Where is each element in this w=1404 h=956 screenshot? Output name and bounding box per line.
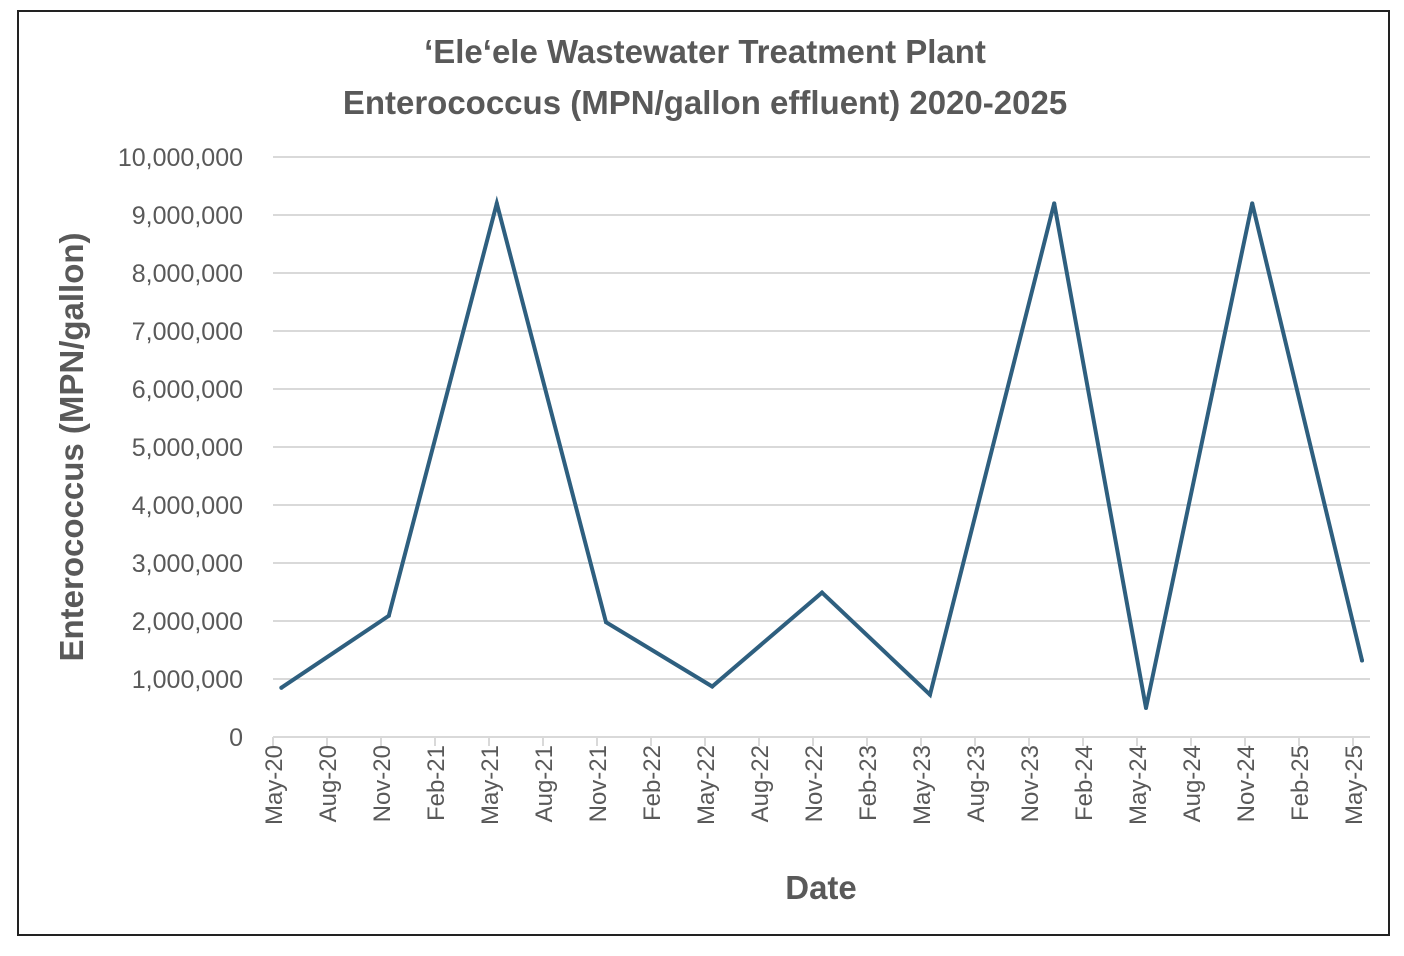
x-tick-label: Nov-21 bbox=[585, 745, 612, 822]
y-tick-label: 4,000,000 bbox=[132, 492, 243, 520]
y-tick-label: 2,000,000 bbox=[132, 608, 243, 636]
x-axis-title: Date bbox=[785, 869, 857, 906]
y-tick-label: 0 bbox=[229, 724, 243, 752]
series-group bbox=[279, 195, 1364, 710]
data-point bbox=[494, 201, 499, 206]
y-tick-label: 3,000,000 bbox=[132, 550, 243, 578]
x-tick-label: Nov-23 bbox=[1017, 745, 1044, 822]
x-tick-label: Nov-24 bbox=[1233, 745, 1260, 822]
data-point bbox=[928, 692, 932, 697]
x-tick-label: May-23 bbox=[909, 745, 936, 825]
y-tick-label: 7,000,000 bbox=[132, 318, 243, 346]
x-tick-label: Feb-22 bbox=[639, 745, 666, 821]
data-point bbox=[1144, 706, 1148, 710]
x-tick-label: Aug-21 bbox=[531, 745, 558, 822]
data-point bbox=[604, 620, 608, 625]
chart-title: ‘Ele‘ele Wastewater Treatment Plant Ente… bbox=[343, 33, 1067, 121]
x-tick-label: Feb-21 bbox=[423, 745, 450, 821]
x-tick-label: Aug-22 bbox=[747, 745, 774, 822]
x-tick-label: Nov-22 bbox=[801, 745, 828, 822]
x-tick-label: May-22 bbox=[693, 745, 720, 825]
chart-title-line-2: Enterococcus (MPN/gallon effluent) 2020-… bbox=[343, 84, 1067, 121]
x-tick-label: Aug-24 bbox=[1179, 745, 1206, 822]
chart-title-line-1: ‘Ele‘ele Wastewater Treatment Plant bbox=[424, 33, 986, 70]
x-tick-label: May-20 bbox=[261, 745, 288, 825]
x-tick-label: Feb-25 bbox=[1287, 745, 1314, 821]
data-point bbox=[1250, 201, 1255, 206]
x-tick-label: Aug-20 bbox=[315, 745, 342, 822]
y-tick-label: 8,000,000 bbox=[132, 260, 243, 288]
y-tick-label: 5,000,000 bbox=[132, 434, 243, 462]
x-axis-ticks: May-20 Aug-20 Nov-20 Feb-21 May-21 Aug-21 Nov-… bbox=[261, 737, 1368, 825]
y-tick-label: 9,000,000 bbox=[132, 202, 243, 230]
y-axis-ticks: 0 1,000,000 2,000,000 3,000,000 4,000,000 5,0… bbox=[118, 144, 243, 752]
x-tick-label: Feb-24 bbox=[1071, 745, 1098, 821]
x-tick-label: Nov-20 bbox=[369, 745, 396, 822]
data-point bbox=[386, 613, 391, 618]
y-tick-label: 10,000,000 bbox=[118, 144, 243, 172]
y-tick-label: 1,000,000 bbox=[132, 666, 243, 694]
chart-frame bbox=[17, 10, 1390, 936]
data-point bbox=[1052, 201, 1057, 206]
y-axis-title: Enterococcus (MPN/gallon) bbox=[53, 232, 90, 661]
data-point bbox=[710, 684, 715, 689]
data-point bbox=[1360, 658, 1364, 663]
x-tick-label: Feb-23 bbox=[855, 745, 882, 821]
data-point bbox=[820, 590, 824, 595]
gridlines bbox=[273, 156, 1370, 738]
data-point bbox=[279, 685, 284, 690]
x-tick-label: Aug-23 bbox=[963, 745, 990, 822]
series-line bbox=[279, 195, 1364, 709]
x-tick-label: May-25 bbox=[1341, 745, 1368, 825]
x-tick-label: May-24 bbox=[1125, 745, 1152, 825]
x-tick-label: May-21 bbox=[477, 745, 504, 825]
y-tick-label: 6,000,000 bbox=[132, 376, 243, 404]
